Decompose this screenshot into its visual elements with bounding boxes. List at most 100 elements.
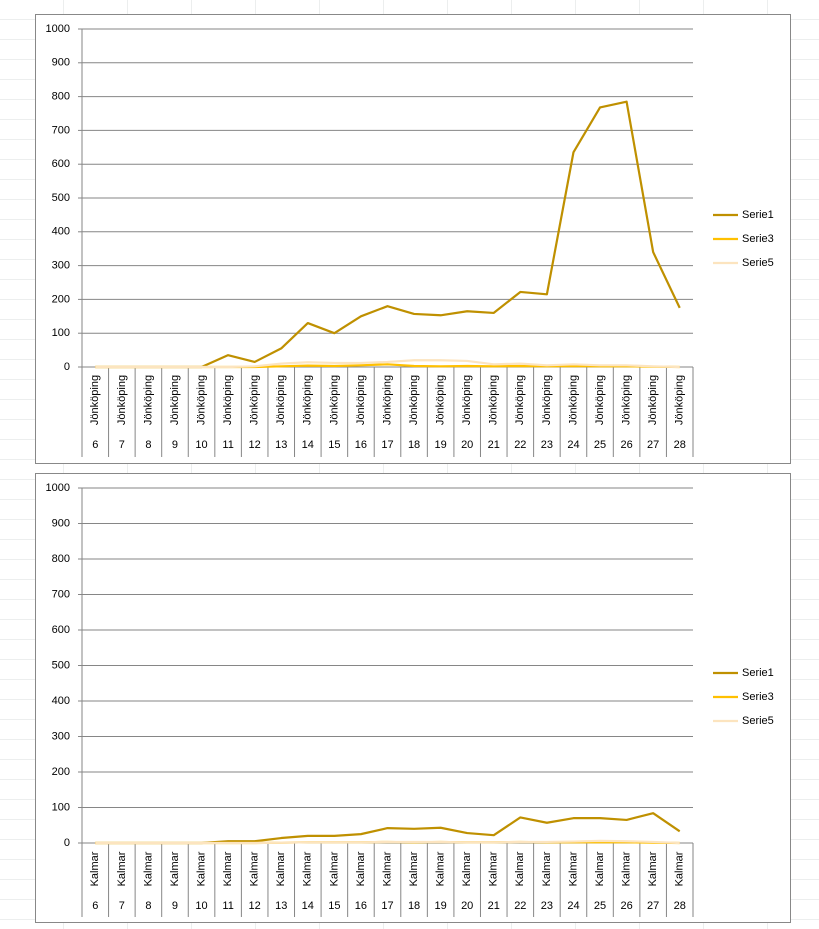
category-group-label: Jönköping <box>355 375 367 425</box>
y-tick-label: 0 <box>64 361 70 373</box>
x-tick-label: 7 <box>119 900 125 912</box>
series-line <box>95 839 680 845</box>
x-tick-label: 25 <box>594 900 606 912</box>
category-group-label: Kalmar <box>302 851 314 886</box>
category-group-label: Jönköping <box>142 375 154 425</box>
category-group-label: Kalmar <box>169 851 181 886</box>
x-tick-label: 14 <box>302 900 314 912</box>
category-group-label: Kalmar <box>541 851 553 886</box>
x-tick-label: 8 <box>145 900 151 912</box>
x-tick-label: 24 <box>567 900 579 912</box>
y-tick-label: 400 <box>52 226 70 238</box>
legend-label: Serie3 <box>742 691 774 703</box>
x-tick-label: 23 <box>541 900 553 912</box>
x-tick-label: 26 <box>620 900 632 912</box>
y-tick-label: 600 <box>52 624 70 636</box>
category-group-label: Kalmar <box>488 851 500 886</box>
category-group-label: Kalmar <box>355 851 367 886</box>
legend-label: Serie5 <box>742 257 774 269</box>
y-tick-label: 700 <box>52 588 70 600</box>
category-group-label: Kalmar <box>435 851 447 886</box>
category-group-label: Kalmar <box>594 851 606 886</box>
x-tick-label: 12 <box>249 900 261 912</box>
y-tick-label: 500 <box>52 192 70 204</box>
x-tick-label: 23 <box>541 439 553 451</box>
category-group-label: Jönköping <box>514 375 526 425</box>
x-tick-label: 15 <box>328 439 340 451</box>
x-tick-label: 15 <box>328 900 340 912</box>
y-tick-label: 1000 <box>46 482 70 494</box>
x-tick-label: 6 <box>92 900 98 912</box>
category-group-label: Jönköping <box>89 375 101 425</box>
x-tick-label: 12 <box>249 439 261 451</box>
y-tick-label: 100 <box>52 327 70 339</box>
category-group-label: Jönköping <box>116 375 128 425</box>
x-tick-label: 21 <box>488 439 500 451</box>
category-group-label: Kalmar <box>408 851 420 886</box>
category-group-label: Kalmar <box>89 851 101 886</box>
x-tick-label: 13 <box>275 439 287 451</box>
legend-label: Serie3 <box>742 233 774 245</box>
x-tick-label: 17 <box>381 900 393 912</box>
category-group-label: Jönköping <box>222 375 234 425</box>
y-tick-label: 500 <box>52 659 70 671</box>
y-tick-label: 1000 <box>46 23 70 35</box>
y-tick-label: 900 <box>52 517 70 529</box>
x-tick-label: 21 <box>488 900 500 912</box>
category-group-label: Jönköping <box>435 375 447 425</box>
x-tick-label: 20 <box>461 900 473 912</box>
x-tick-label: 27 <box>647 900 659 912</box>
category-group-label: Jönköping <box>594 375 606 425</box>
y-tick-label: 600 <box>52 158 70 170</box>
x-tick-label: 13 <box>275 900 287 912</box>
category-group-label: Kalmar <box>514 851 526 886</box>
y-tick-label: 800 <box>52 553 70 565</box>
y-tick-label: 800 <box>52 91 70 103</box>
y-tick-label: 700 <box>52 124 70 136</box>
x-tick-label: 16 <box>355 439 367 451</box>
legend-label: Serie1 <box>742 667 774 679</box>
category-group-label: Jönköping <box>169 375 181 425</box>
category-group-label: Jönköping <box>302 375 314 425</box>
x-tick-label: 24 <box>567 439 579 451</box>
x-tick-label: 18 <box>408 439 420 451</box>
x-tick-label: 28 <box>674 439 686 451</box>
y-tick-label: 0 <box>64 837 70 849</box>
y-tick-label: 100 <box>52 801 70 813</box>
x-tick-label: 9 <box>172 900 178 912</box>
x-tick-label: 14 <box>302 439 314 451</box>
x-tick-label: 8 <box>145 439 151 451</box>
category-group-label: Jönköping <box>541 375 553 425</box>
category-group-label: Kalmar <box>647 851 659 886</box>
y-tick-label: 300 <box>52 260 70 272</box>
category-group-label: Kalmar <box>249 851 261 886</box>
x-tick-label: 26 <box>620 439 632 451</box>
x-tick-label: 19 <box>435 439 447 451</box>
x-tick-label: 11 <box>222 439 233 451</box>
category-group-label: Jönköping <box>647 375 659 425</box>
x-tick-label: 27 <box>647 439 659 451</box>
x-tick-label: 20 <box>461 439 473 451</box>
category-group-label: Kalmar <box>674 851 686 886</box>
x-tick-label: 10 <box>195 900 207 912</box>
x-tick-label: 9 <box>172 439 178 451</box>
category-group-label: Kalmar <box>222 851 234 886</box>
x-tick-label: 17 <box>381 439 393 451</box>
category-group-label: Kalmar <box>461 851 473 886</box>
x-tick-label: 19 <box>435 900 447 912</box>
category-group-label: Jönköping <box>461 375 473 425</box>
x-tick-label: 25 <box>594 439 606 451</box>
y-tick-label: 200 <box>52 293 70 305</box>
category-group-label: Jönköping <box>567 375 579 425</box>
category-group-label: Kalmar <box>620 851 632 886</box>
x-tick-label: 22 <box>514 439 526 451</box>
category-group-label: Jönköping <box>249 375 261 425</box>
category-group-label: Jönköping <box>408 375 420 425</box>
x-tick-label: 6 <box>92 439 98 451</box>
x-tick-label: 16 <box>355 900 367 912</box>
category-group-label: Kalmar <box>328 851 340 886</box>
category-group-label: Jönköping <box>488 375 500 425</box>
x-tick-label: 22 <box>514 900 526 912</box>
category-group-label: Jönköping <box>275 375 287 425</box>
category-group-label: Kalmar <box>116 851 128 886</box>
